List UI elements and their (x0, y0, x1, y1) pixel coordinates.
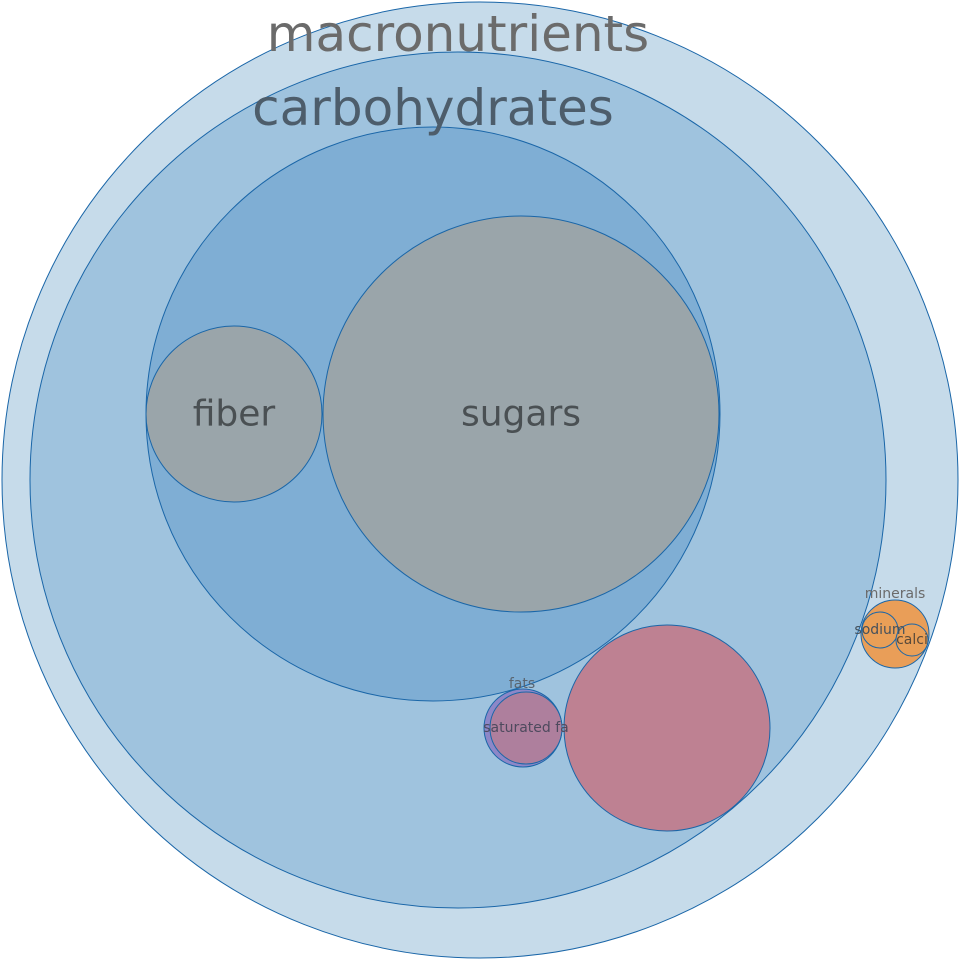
circle-fiber (145, 325, 323, 503)
label-fats: fats (509, 676, 535, 692)
label-fiber: fiber (193, 394, 276, 435)
circle-saturated-fat (489, 691, 563, 765)
circle-sodium (861, 611, 899, 649)
label-calcium: calci (896, 632, 928, 648)
circle-proteins (563, 624, 771, 832)
circle-sugars (322, 215, 720, 613)
label-carbohydrates: carbohydrates (252, 79, 614, 137)
label-macronutrients: macronutrients (267, 5, 649, 63)
label-sugars: sugars (461, 394, 581, 435)
label-saturated-fat: saturated fa (483, 720, 569, 736)
circle-calcium (895, 623, 929, 657)
label-sodium: sodium (854, 622, 905, 638)
label-minerals: minerals (865, 586, 926, 602)
